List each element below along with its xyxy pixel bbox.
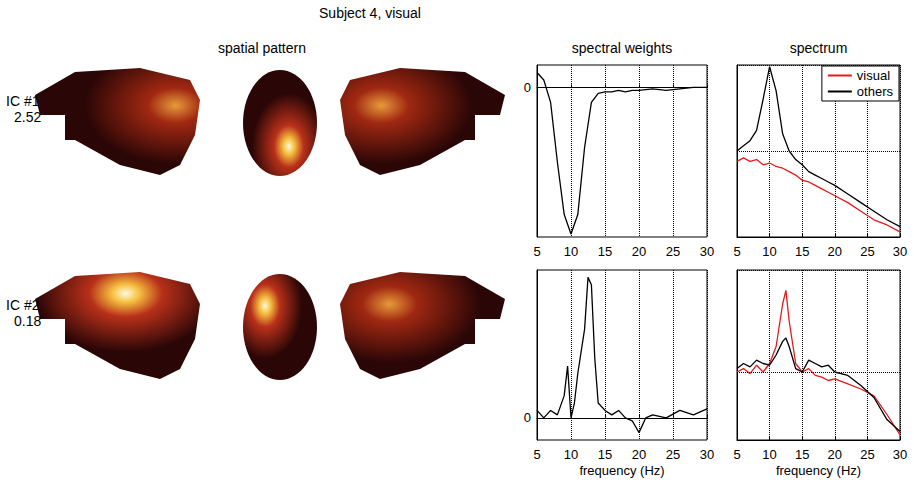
svg-text:2.52: 2.52 bbox=[14, 109, 41, 125]
svg-text:spatial pattern: spatial pattern bbox=[218, 40, 306, 56]
svg-text:20: 20 bbox=[828, 244, 842, 259]
svg-text:10: 10 bbox=[564, 447, 578, 462]
svg-text:visual: visual bbox=[857, 68, 890, 83]
svg-text:spectrum: spectrum bbox=[790, 40, 848, 56]
svg-text:15: 15 bbox=[795, 447, 809, 462]
svg-text:10: 10 bbox=[762, 447, 776, 462]
svg-text:30: 30 bbox=[893, 244, 907, 259]
svg-text:15: 15 bbox=[795, 244, 809, 259]
svg-text:15: 15 bbox=[598, 244, 612, 259]
svg-text:25: 25 bbox=[666, 244, 680, 259]
svg-text:frequency (Hz): frequency (Hz) bbox=[776, 463, 861, 478]
svg-text:25: 25 bbox=[666, 447, 680, 462]
svg-text:IC #2: IC #2 bbox=[6, 297, 40, 313]
svg-text:0: 0 bbox=[524, 80, 531, 95]
svg-text:10: 10 bbox=[564, 244, 578, 259]
svg-text:5: 5 bbox=[733, 244, 740, 259]
svg-text:25: 25 bbox=[860, 447, 874, 462]
svg-text:frequency (Hz): frequency (Hz) bbox=[579, 463, 664, 478]
svg-text:0: 0 bbox=[524, 410, 531, 425]
svg-text:20: 20 bbox=[632, 447, 646, 462]
svg-text:30: 30 bbox=[700, 447, 714, 462]
svg-text:20: 20 bbox=[828, 447, 842, 462]
svg-text:5: 5 bbox=[733, 447, 740, 462]
svg-text:spectral weights: spectral weights bbox=[572, 40, 672, 56]
svg-text:30: 30 bbox=[700, 244, 714, 259]
svg-text:30: 30 bbox=[893, 447, 907, 462]
svg-text:5: 5 bbox=[533, 244, 540, 259]
svg-text:20: 20 bbox=[632, 244, 646, 259]
svg-text:0.18: 0.18 bbox=[14, 313, 41, 329]
svg-text:10: 10 bbox=[762, 244, 776, 259]
svg-text:others: others bbox=[857, 84, 894, 99]
svg-text:Subject 4, visual: Subject 4, visual bbox=[319, 5, 421, 21]
svg-text:IC #1: IC #1 bbox=[6, 93, 40, 109]
svg-text:5: 5 bbox=[533, 447, 540, 462]
svg-text:25: 25 bbox=[860, 244, 874, 259]
svg-text:15: 15 bbox=[598, 447, 612, 462]
